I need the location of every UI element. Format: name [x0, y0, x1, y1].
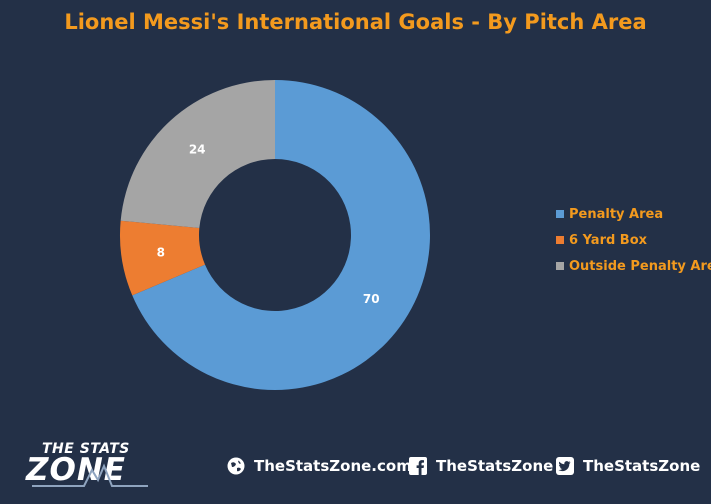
legend-label: Penalty Area: [569, 206, 664, 222]
twitter-link[interactable]: TheStatsZone: [555, 455, 700, 477]
data-label: 8: [157, 246, 165, 260]
data-label: 24: [189, 143, 206, 157]
doughnut-slices: [119, 80, 430, 390]
twitter-label: TheStatsZone: [583, 457, 701, 475]
logo-main-text: ZONE: [26, 452, 126, 488]
website-link[interactable]: TheStatsZone.com: [226, 455, 412, 477]
legend-item-outside-penalty-area: Outside Penalty Area: [556, 253, 711, 279]
legend-swatch: [556, 262, 564, 270]
slice-outside-penalty-area: [120, 80, 276, 228]
facebook-icon: [409, 457, 427, 475]
twitter-icon: [556, 457, 574, 475]
legend-item-penalty-area: Penalty Area: [556, 201, 711, 227]
globe-icon: [227, 457, 245, 475]
legend-swatch: [556, 210, 564, 218]
slice-penalty-area: [132, 80, 430, 390]
legend-swatch: [556, 236, 564, 244]
logo-swoosh-icon: [32, 463, 148, 487]
slice-labels: 70 8 24: [157, 143, 380, 306]
website-label: TheStatsZone.com: [254, 457, 412, 475]
the-stats-zone-logo: THE STATS ZONE: [26, 440, 150, 492]
footer: THE STATS ZONE TheStatsZone.com TheStats…: [0, 440, 711, 504]
logo-top-text: THE STATS: [42, 441, 130, 457]
chart-title: Lionel Messi's International Goals - By …: [64, 10, 647, 34]
facebook-link[interactable]: TheStatsZone: [408, 455, 553, 477]
facebook-label: TheStatsZone: [436, 457, 554, 475]
legend-label: Outside Penalty Area: [569, 258, 711, 274]
legend-label: 6 Yard Box: [569, 232, 648, 248]
legend-item-6-yard-box: 6 Yard Box: [556, 227, 711, 253]
chart-legend: Penalty Area 6 Yard Box Outside Penalty …: [556, 201, 711, 279]
slice-6-yard-box: [119, 220, 206, 296]
data-label: 70: [363, 292, 380, 306]
